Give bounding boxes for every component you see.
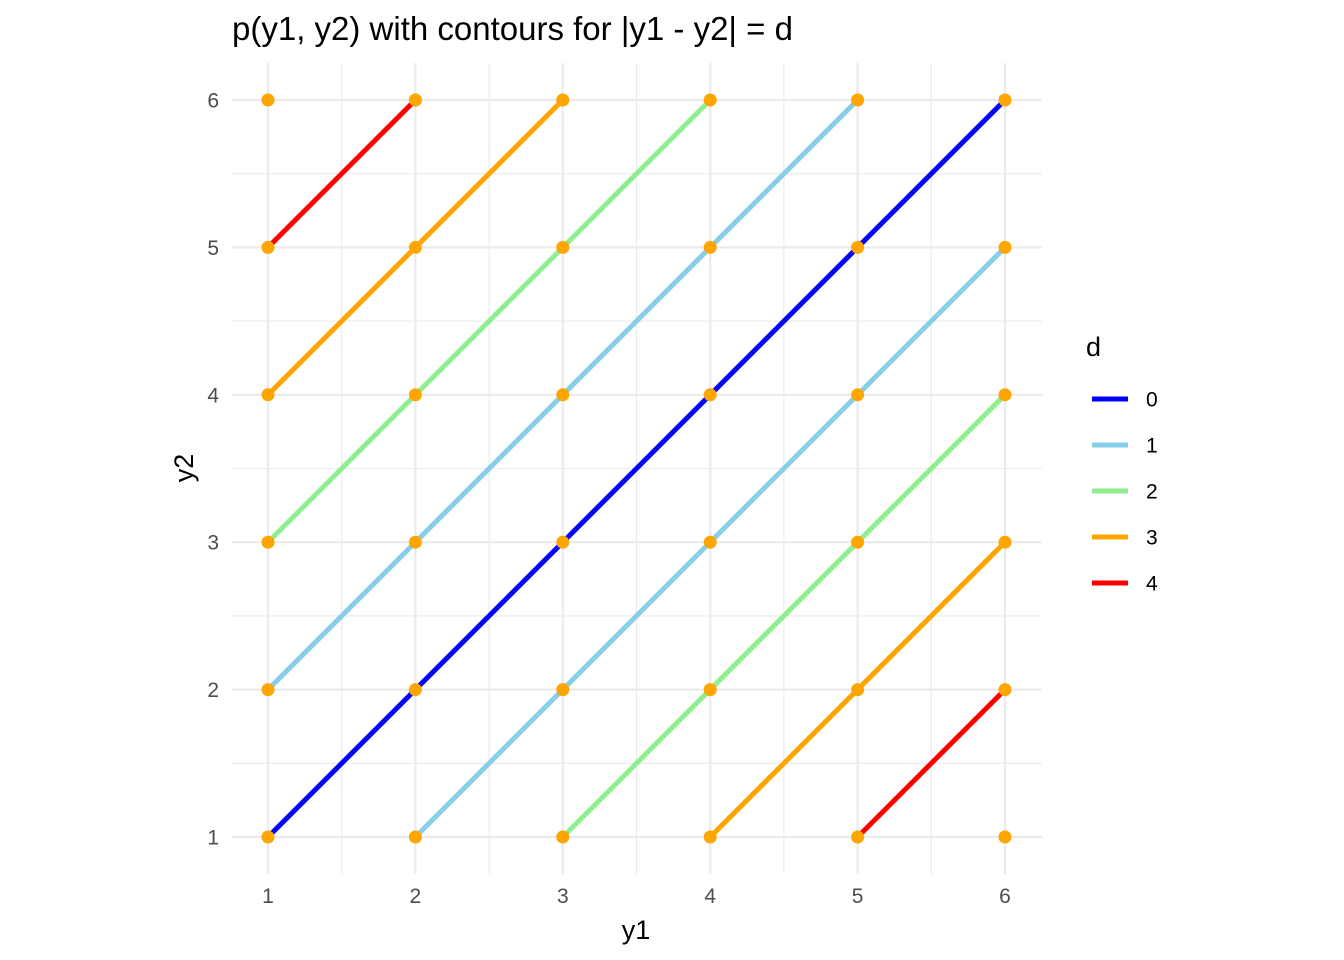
data-point xyxy=(703,388,717,402)
data-point xyxy=(998,240,1012,254)
data-point xyxy=(703,535,717,549)
data-point xyxy=(998,683,1012,697)
data-point xyxy=(851,388,865,402)
data-point xyxy=(998,388,1012,402)
data-point xyxy=(851,830,865,844)
grid-major xyxy=(232,63,1042,874)
series-line-d4 xyxy=(266,98,418,250)
legend-label-d1: 1 xyxy=(1146,435,1158,458)
x-tick-label: 1 xyxy=(262,885,274,908)
x-tick-label: 4 xyxy=(704,885,716,908)
data-point xyxy=(703,830,717,844)
data-point xyxy=(851,683,865,697)
legend-items: 0 1 2 3 4 xyxy=(1092,389,1158,596)
data-point xyxy=(261,535,275,549)
y-tick-label: 3 xyxy=(207,532,219,555)
series-line-d2 xyxy=(266,98,712,544)
x-tick-label: 3 xyxy=(557,885,569,908)
y-tick-label: 4 xyxy=(207,384,219,407)
data-point xyxy=(556,93,570,107)
data-point xyxy=(998,93,1012,107)
series-line-d4 xyxy=(855,687,1007,839)
data-point xyxy=(408,93,422,107)
x-tick-label: 5 xyxy=(852,885,864,908)
data-point xyxy=(408,388,422,402)
series-line-d2 xyxy=(561,393,1007,839)
x-axis-title: y1 xyxy=(622,915,651,945)
y-tick-label: 6 xyxy=(207,90,219,113)
data-point xyxy=(556,535,570,549)
data-point xyxy=(998,535,1012,549)
data-point xyxy=(261,93,275,107)
data-point xyxy=(703,240,717,254)
x-tick-label: 6 xyxy=(999,885,1011,908)
legend-label-d3: 3 xyxy=(1146,527,1158,550)
data-point xyxy=(261,830,275,844)
data-point xyxy=(998,830,1012,844)
data-point xyxy=(556,388,570,402)
data-point xyxy=(851,93,865,107)
data-point xyxy=(408,683,422,697)
y-tick-label: 1 xyxy=(207,827,219,850)
legend-label-d4: 4 xyxy=(1146,573,1158,596)
data-point xyxy=(261,683,275,697)
data-point xyxy=(556,830,570,844)
data-point xyxy=(261,388,275,402)
x-axis-ticks: 1 2 3 4 5 6 xyxy=(262,885,1011,908)
legend-label-d2: 2 xyxy=(1146,481,1158,504)
legend-title: d xyxy=(1086,332,1101,362)
y-axis-ticks: 1 2 3 4 5 6 xyxy=(207,90,219,850)
data-point xyxy=(408,535,422,549)
data-point xyxy=(556,240,570,254)
data-point xyxy=(408,830,422,844)
legend-label-d0: 0 xyxy=(1146,389,1158,412)
x-tick-label: 2 xyxy=(410,885,422,908)
data-point xyxy=(261,240,275,254)
data-point xyxy=(408,240,422,254)
data-point xyxy=(703,683,717,697)
series-line-d0 xyxy=(266,98,1007,839)
data-point xyxy=(851,535,865,549)
legend: d 0 1 2 3 4 xyxy=(1086,332,1158,596)
y-tick-label: 5 xyxy=(207,237,219,260)
y-tick-label: 2 xyxy=(207,679,219,702)
data-point xyxy=(851,240,865,254)
y-axis-title: y2 xyxy=(169,454,199,483)
data-point xyxy=(556,683,570,697)
data-point xyxy=(703,93,717,107)
chart-title: p(y1, y2) with contours for |y1 - y2| = … xyxy=(232,10,793,47)
data-points xyxy=(261,93,1012,844)
